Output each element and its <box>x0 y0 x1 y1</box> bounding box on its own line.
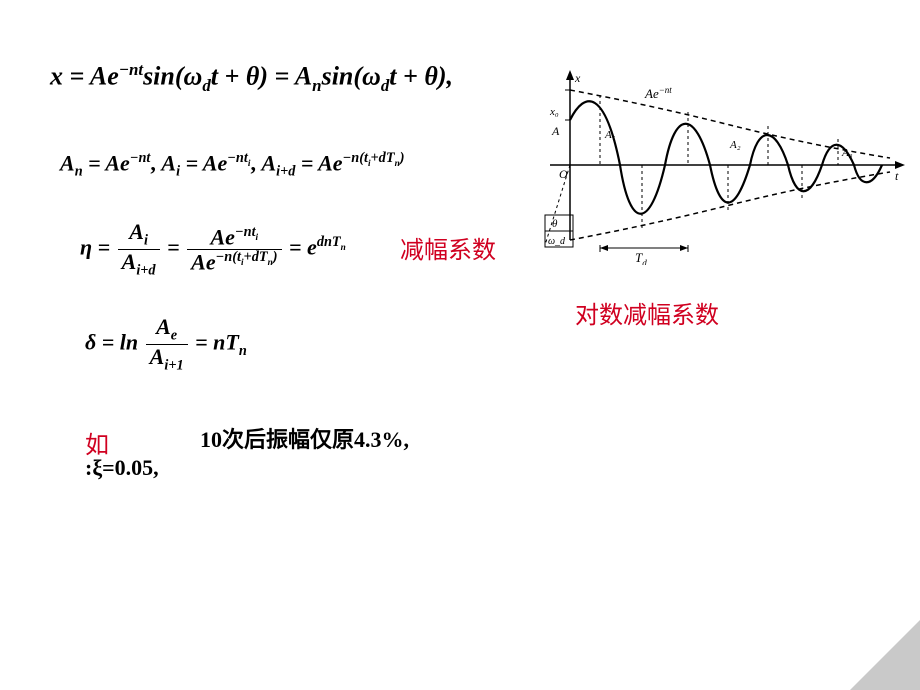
equation-delta: δ = ln Ae Ai+1 = nTn <box>85 315 247 374</box>
fraction: Ae Ai+1 <box>146 315 188 374</box>
oscillation-svg: x t O A x₀ A₁ A₂ A₃ <box>530 70 910 265</box>
equation-main: x = Ae−ntsin(ωdt + θ) = Ansin(ωdt + θ), <box>50 60 453 96</box>
equation-eta: η = Ai Ai+d = Ae−nti Ae−n(ti+dTn) = ednT… <box>80 220 346 279</box>
label-damping-coefficient: 减幅系数 <box>400 230 496 265</box>
A3-label: A₃ <box>841 147 853 159</box>
equation-amplitudes: An = Ae−nt, Ai = Ae−nti, Ai+d = Ae−n(ti+… <box>60 150 405 181</box>
fraction: Ai Ai+d <box>118 220 160 279</box>
axis-t-label: t <box>895 169 899 183</box>
envelope-label: Ae−nt <box>644 85 672 101</box>
label-log-damping: 对数减幅系数 <box>575 295 719 330</box>
damped-oscillation-diagram: x t O A x₀ A₁ A₂ A₃ <box>530 70 910 265</box>
eq-text: x = Ae <box>50 62 119 91</box>
eq-exp: −nt <box>119 60 143 79</box>
A-label: A <box>551 124 560 138</box>
origin-label: O <box>559 167 568 181</box>
x0-label: x₀ <box>549 106 559 118</box>
example-xi-value: :ξ=0.05, <box>85 455 159 481</box>
example-result: 10次后振幅仅原4.3%, <box>200 422 409 454</box>
axis-x-label: x <box>574 71 581 85</box>
slide-content: x = Ae−ntsin(ωdt + θ) = Ansin(ωdt + θ), … <box>30 30 890 660</box>
page-corner-fold <box>850 620 920 690</box>
Td-label: Td <box>635 250 647 265</box>
A1-label: A₁ <box>604 129 616 141</box>
omega-label: ω_d <box>548 236 566 247</box>
A2-label: A₂ <box>729 139 741 151</box>
theta-label: θ <box>552 218 558 230</box>
fraction: Ae−nti Ae−n(ti+dTn) <box>187 225 281 275</box>
